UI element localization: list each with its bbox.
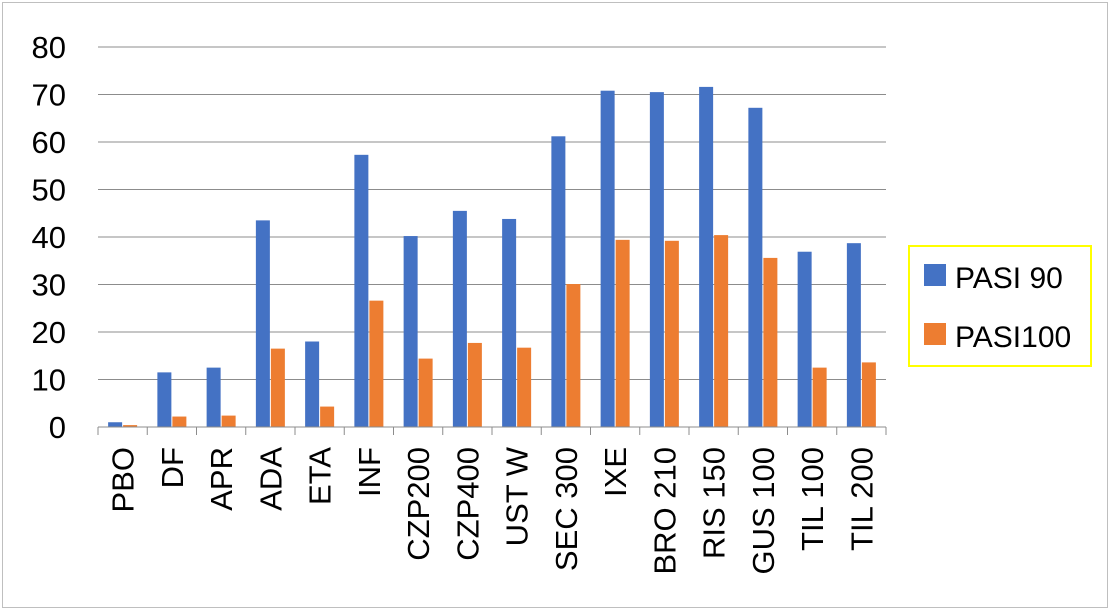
- y-tick-label: 20: [32, 315, 66, 350]
- bar-pasi100-df: [172, 416, 187, 427]
- bar-pasi100-til-200: [861, 362, 876, 427]
- legend-label-pasi90: PASI 90: [955, 262, 1063, 295]
- x-tick-label: IXE: [598, 447, 633, 497]
- bar-pasi90-ris-150: [699, 86, 714, 428]
- x-tick-label: GUS 100: [746, 447, 781, 575]
- y-tick-label: 60: [32, 125, 66, 160]
- x-tick-label: INF: [352, 447, 387, 497]
- bar-pasi100-apr: [221, 415, 236, 427]
- bar-pasi90-apr: [206, 367, 221, 427]
- bar-pasi100-ixe: [615, 239, 630, 427]
- bar-pasi100-czp200: [418, 358, 433, 427]
- bar-pasi100-ris-150: [714, 235, 729, 427]
- bar-pasi100-inf: [369, 300, 384, 427]
- x-tick-label: BRO 210: [647, 447, 682, 575]
- bar-pasi90-bro-210: [649, 92, 664, 427]
- bar-pasi100-bro-210: [664, 240, 679, 427]
- x-tick-label: CZP400: [450, 447, 485, 561]
- bar-pasi90-ust-w: [502, 218, 517, 427]
- bar-pasi90-til-100: [797, 251, 812, 427]
- x-tick-label: APR: [204, 447, 239, 511]
- bar-pasi90-czp200: [403, 236, 418, 427]
- bar-pasi100-eta: [320, 406, 335, 427]
- y-axis-ticks: 0 10 20 30 40 50 60 70 80: [32, 30, 66, 445]
- legend-swatch-pasi100: [924, 323, 946, 345]
- bar-pasi90-pbo: [108, 422, 123, 427]
- y-tick-label: 10: [32, 363, 66, 398]
- y-tick-label: 50: [32, 173, 66, 208]
- bar-pasi100-ada: [270, 348, 285, 427]
- x-tick-label: SEC 300: [549, 447, 584, 571]
- y-tick-label: 40: [32, 220, 66, 255]
- bar-pasi100-pbo: [123, 425, 138, 427]
- legend: PASI 90 PASI100: [908, 245, 1092, 367]
- y-tick-label: 80: [32, 30, 66, 65]
- x-tick-label: TIL 100: [795, 447, 830, 551]
- x-tick-label: PBO: [106, 447, 141, 512]
- bar-pasi90-eta: [305, 341, 320, 427]
- bar-pasi90-ada: [255, 220, 270, 427]
- legend-swatch-pasi90: [924, 264, 946, 286]
- x-axis-ticks: PBO DF APR ADA ETA INF CZP200 CZP400 UST W SEC 30…: [97, 427, 887, 575]
- bar-pasi90-czp400: [452, 210, 467, 427]
- bar-pasi90-sec-300: [551, 136, 566, 428]
- bar-pasi90-gus-100: [748, 107, 763, 428]
- x-tick-label: TIL 200: [844, 447, 879, 551]
- x-tick-label: ADA: [253, 447, 288, 511]
- bar-pasi90-til-200: [846, 243, 861, 427]
- legend-label-pasi100: PASI100: [955, 321, 1071, 354]
- bars: [108, 86, 876, 428]
- y-tick-label: 70: [32, 78, 66, 113]
- x-tick-label: UST W: [500, 446, 535, 546]
- bar-pasi100-ust-w: [517, 347, 532, 427]
- x-tick-label: DF: [155, 447, 190, 488]
- bar-pasi90-df: [157, 372, 172, 427]
- bar-pasi100-til-100: [812, 367, 827, 427]
- bar-pasi100-gus-100: [763, 257, 778, 427]
- x-tick-label: RIS 150: [697, 447, 732, 559]
- bar-pasi100-czp400: [467, 342, 482, 427]
- bar-pasi90-inf: [354, 154, 369, 427]
- y-tick-label: 0: [49, 410, 66, 445]
- y-tick-label: 30: [32, 268, 66, 303]
- bar-pasi100-sec-300: [566, 284, 581, 427]
- bar-pasi90-ixe: [600, 90, 615, 427]
- x-tick-label: CZP200: [401, 447, 436, 561]
- x-tick-label: ETA: [303, 447, 338, 505]
